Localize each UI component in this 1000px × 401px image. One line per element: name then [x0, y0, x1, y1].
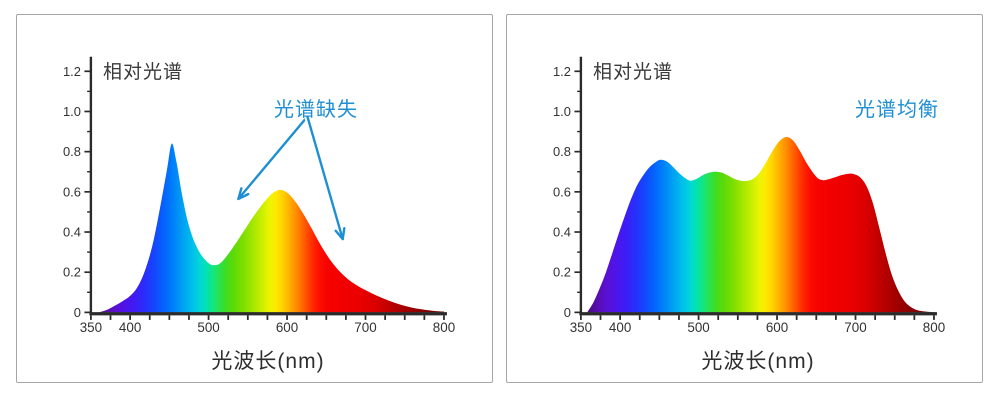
- left-chart-panel: 350 400 500 600 700 800 0 0.2 0.4 0.6 0.8 1.0 1.2 相对…: [16, 14, 493, 383]
- y-tick-label: 0.6: [553, 184, 571, 199]
- y-tick-label: 0.2: [63, 265, 81, 280]
- callout-arrow-line: [306, 115, 344, 241]
- x-axis-title: 光波长(nm): [211, 350, 325, 373]
- x-axis-title: 光波长(nm): [701, 350, 815, 373]
- chart-title: 相对光谱: [103, 62, 184, 83]
- callout-arrow-line: [237, 115, 309, 201]
- y-tick-label: 0.8: [63, 144, 81, 159]
- x-tick-label: 700: [844, 320, 866, 335]
- left-spectrum-chart: 350 400 500 600 700 800 0 0.2 0.4 0.6 0.8 1.0 1.2: [63, 56, 455, 335]
- callout-arrowhead-icon: [237, 187, 250, 201]
- right-spectrum-chart: 350 400 500 600 700 800 0 0.2 0.4 0.6 0.8 1.0 1.2: [553, 56, 945, 335]
- spectrum-area: [587, 136, 934, 313]
- y-tick-label: 1.0: [63, 104, 81, 119]
- x-tick-label: 600: [276, 320, 298, 335]
- x-tick-label: 500: [687, 320, 709, 335]
- y-tick-label: 0.2: [553, 265, 571, 280]
- chart-title: 相对光谱: [593, 62, 674, 83]
- annotation-spectrum-balanced: 光谱均衡: [855, 99, 939, 121]
- y-tick-label: 0: [564, 305, 571, 320]
- right-chart-panel: 350 400 500 600 700 800 0 0.2 0.4 0.6 0.8 1.0 1.2 相对…: [506, 14, 983, 383]
- y-tick-label: 0.4: [553, 224, 571, 239]
- y-tick-label: 1.0: [553, 104, 571, 119]
- y-tick-label: 0: [74, 305, 81, 320]
- x-tick-label: 800: [923, 320, 945, 335]
- y-tick-label: 0.4: [63, 224, 81, 239]
- x-tick-label: 600: [766, 320, 788, 335]
- x-tick-label: 700: [354, 320, 376, 335]
- x-tick-label: 400: [119, 320, 141, 335]
- spectrum-area: [98, 143, 444, 313]
- callout-arrowhead-icon: [334, 227, 346, 241]
- x-tick-label: 350: [570, 320, 592, 335]
- x-tick-label: 400: [609, 320, 631, 335]
- y-tick-label: 1.2: [63, 64, 81, 79]
- y-tick-label: 0.8: [553, 144, 571, 159]
- x-tick-label: 350: [80, 320, 102, 335]
- y-tick-label: 0.6: [63, 184, 81, 199]
- y-tick-label: 1.2: [553, 64, 571, 79]
- x-tick-label: 500: [197, 320, 219, 335]
- annotation-spectrum-missing: 光谱缺失: [274, 99, 358, 121]
- x-tick-label: 800: [433, 320, 455, 335]
